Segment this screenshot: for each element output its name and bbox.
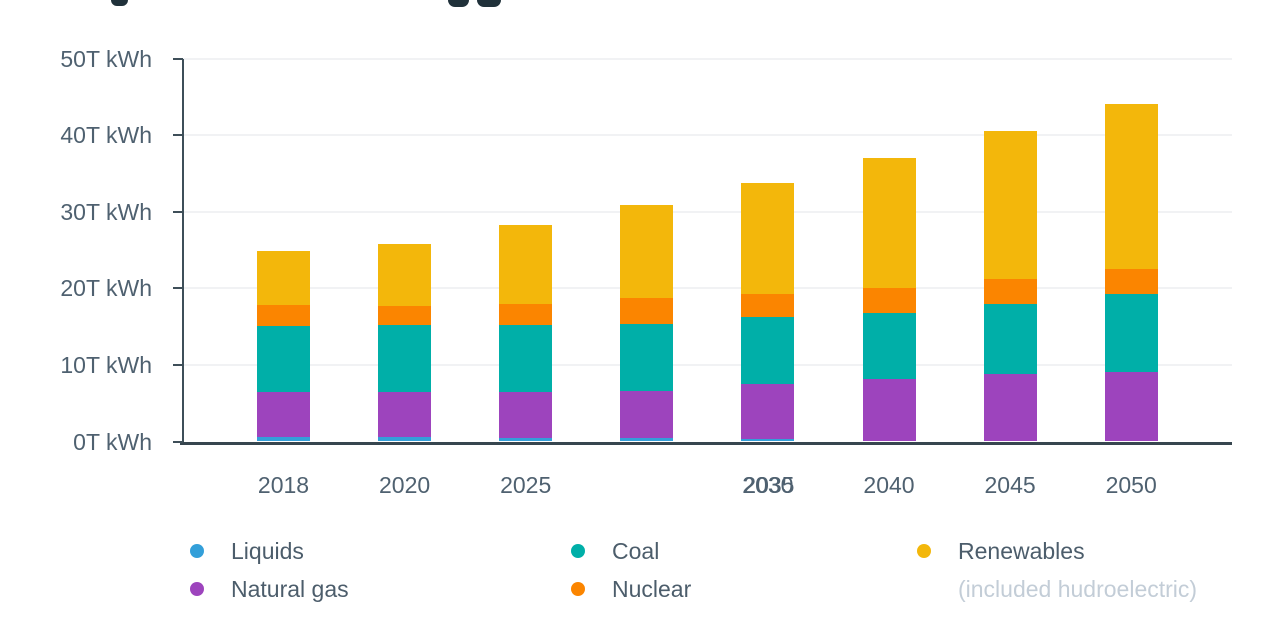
bar-2030-segment-liquids[interactable] (620, 438, 674, 442)
x-axis-label-2050: 2050 (1105, 472, 1157, 498)
bar-2040-segment-coal[interactable] (862, 312, 916, 379)
y-axis-line (182, 58, 184, 444)
bar-2018-segment-renewables[interactable] (257, 250, 310, 306)
bar-2018-segment-natural-gas[interactable] (257, 392, 310, 437)
x-axis-label-2020: 2020 (379, 472, 431, 498)
bar-2050-segment-renewables[interactable] (1104, 103, 1158, 270)
y-axis-label-10t: 10T kWh (60, 351, 152, 378)
bar-2025-segment-natural-gas[interactable] (499, 391, 553, 438)
bar-2018-segment-nuclear[interactable] (257, 305, 310, 326)
bar-2025-segment-coal[interactable] (499, 325, 553, 392)
legend-swatch-nuclear-icon (571, 582, 585, 596)
bar-2045-segment-nuclear[interactable] (983, 279, 1037, 305)
bar-2050-segment-nuclear[interactable] (1104, 269, 1158, 294)
bar-2045-segment-natural-gas[interactable] (983, 374, 1037, 442)
title-descender-fragment (477, 0, 501, 7)
legend-label-coal: Coal (612, 538, 660, 564)
x-axis-label-2045: 2045 (984, 472, 1036, 498)
bar-2040-segment-natural-gas[interactable] (862, 378, 916, 442)
bar-2020-segment-nuclear[interactable] (378, 305, 432, 326)
y-axis-label-20t: 20T kWh (60, 275, 152, 302)
gridline-10t (183, 363, 1232, 366)
y-tick-50t (173, 57, 183, 60)
legend-swatch-natural-gas-icon (190, 582, 204, 596)
y-tick-20t (173, 287, 183, 290)
gridline-30t (183, 210, 1232, 213)
y-axis-label-30t: 30T kWh (60, 198, 152, 225)
bar-2050-segment-coal[interactable] (1104, 293, 1158, 372)
legend-label-nuclear: Nuclear (612, 576, 692, 602)
bar-2040-segment-renewables[interactable] (862, 158, 916, 289)
y-axis-label-0t: 0T kWh (73, 428, 152, 455)
y-axis-label-40t: 40T kWh (60, 122, 152, 149)
bar-2035-segment-coal[interactable] (741, 317, 795, 385)
legend-sublabel-renewables: (included hudroelectric) (958, 576, 1198, 602)
y-tick-10t (173, 363, 183, 366)
bar-2020-segment-renewables[interactable] (378, 243, 432, 306)
y-tick-30t (173, 210, 183, 213)
x-axis-line (180, 441, 1232, 445)
bar-2020-segment-natural-gas[interactable] (378, 391, 432, 437)
y-tick-0t (173, 440, 183, 443)
bar-2030-segment-nuclear[interactable] (620, 298, 674, 324)
title-descender-fragment (111, 0, 128, 6)
gridline-20t (183, 287, 1232, 290)
legend-label-renewables: Renewables (958, 538, 1085, 564)
legend-swatch-liquids-icon (190, 544, 204, 558)
x-axis-label-2035-overlap: 2035 (743, 472, 795, 498)
title-descender-fragment (448, 0, 469, 7)
bar-2050-segment-natural-gas[interactable] (1104, 371, 1158, 442)
bar-2035-segment-nuclear[interactable] (741, 293, 795, 318)
x-axis-label-2030: 2030 (742, 472, 794, 498)
bar-2045-segment-renewables[interactable] (983, 130, 1037, 280)
bar-2025-segment-nuclear[interactable] (499, 304, 553, 326)
gridline-50t (183, 57, 1232, 60)
bar-2020-segment-liquids[interactable] (378, 436, 432, 442)
bar-2030-segment-natural-gas[interactable] (620, 390, 674, 439)
y-axis-label-50t: 50T kWh (60, 45, 152, 72)
x-axis-label-2040: 2040 (863, 472, 915, 498)
x-axis-label-2030: 2030 2035 (713, 472, 823, 500)
bar-2040-segment-nuclear[interactable] (862, 288, 916, 313)
bar-2035-segment-renewables[interactable] (741, 182, 795, 294)
bar-2018-segment-liquids[interactable] (257, 436, 310, 442)
gridline-40t (183, 134, 1232, 137)
bar-2020-segment-coal[interactable] (378, 325, 432, 392)
legend-label-natural-gas: Natural gas (231, 576, 349, 602)
x-axis-label-2018: 2018 (257, 472, 310, 498)
bar-2035-segment-liquids[interactable] (741, 439, 795, 442)
bar-2030-segment-renewables[interactable] (620, 204, 674, 299)
bar-2025-segment-liquids[interactable] (499, 437, 553, 442)
bar-2035-segment-natural-gas[interactable] (741, 384, 795, 440)
legend-label-liquids: Liquids (231, 538, 304, 564)
bar-2018-segment-coal[interactable] (257, 325, 310, 393)
legend-swatch-coal-icon (571, 544, 585, 558)
bar-2045-segment-coal[interactable] (983, 304, 1037, 375)
x-axis-label-2025: 2025 (500, 472, 552, 498)
legend-swatch-renewables-icon (917, 544, 931, 558)
y-tick-40t (173, 134, 183, 137)
bar-2030-segment-coal[interactable] (620, 323, 674, 391)
bar-2025-segment-renewables[interactable] (499, 225, 553, 305)
